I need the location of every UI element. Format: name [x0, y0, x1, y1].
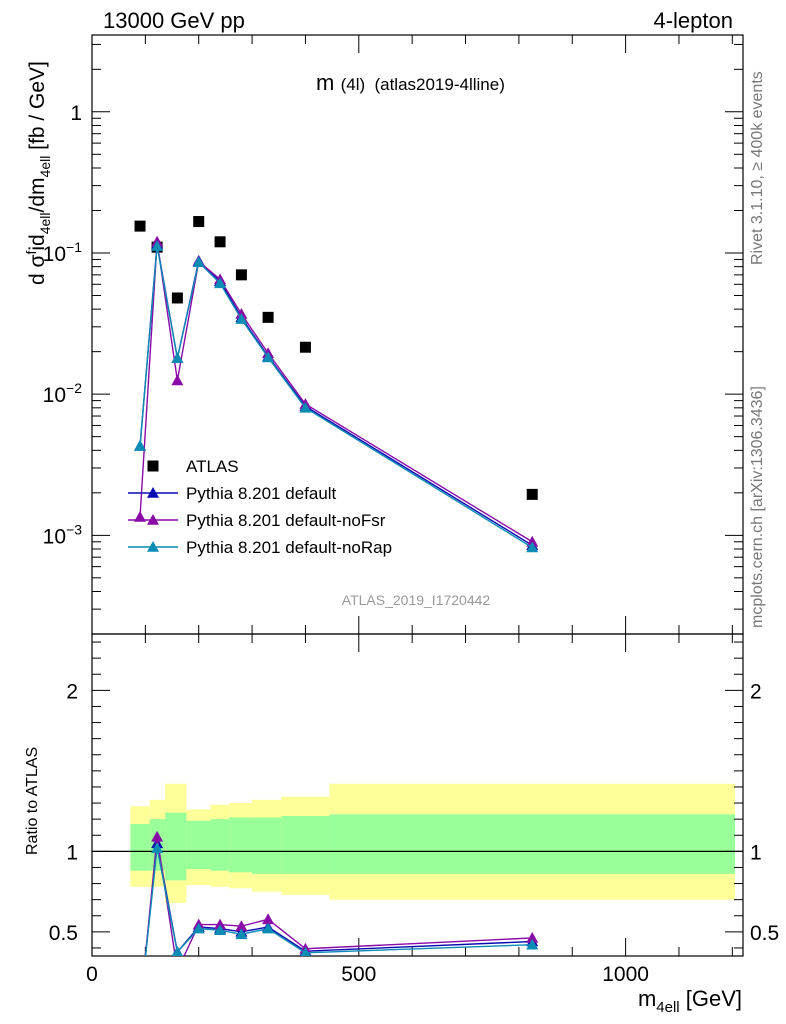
mc-data-point: [151, 240, 164, 251]
mc-data-point: [134, 510, 147, 522]
atlas-data-point: [214, 236, 226, 248]
mc-data-point: [262, 351, 275, 363]
ratio-y-tick-label-right: 1: [750, 841, 762, 864]
legend-label: Pythia 8.201 default-noFsr: [186, 511, 386, 530]
main-y-tick-label: 10−3: [43, 521, 83, 548]
ratio-y-tick-label-right: 2: [750, 680, 762, 703]
mc-data-point: [299, 401, 312, 413]
mc-data-point: [526, 541, 539, 553]
analysis-id: ATLAS_2019_I1720442: [342, 592, 491, 608]
ratio-data-point: [262, 913, 275, 925]
plot-title-rest: (atlas2019-4lline): [374, 75, 504, 94]
main-y-tick-label: 1: [70, 102, 82, 125]
atlas-data-point: [134, 220, 146, 232]
ratio-data-point: [214, 918, 227, 930]
atlas-data-point: [262, 311, 274, 323]
ratio-y-tick-label-left: 2: [66, 680, 78, 703]
mc-data-point: [171, 352, 184, 363]
mc-data-point: [171, 374, 184, 386]
axis-tick-labels: 10−3 10−2 10−1 1 0.5 0.5 1 1 2 2 0 500 1000: [43, 102, 780, 986]
ratio-inner-band: [252, 817, 282, 874]
x-tick-label: 0: [86, 963, 98, 986]
main-y-axis-title: d σfid4ell/dm4ell [fb / GeV]: [23, 61, 53, 285]
atlas-data-point: [299, 341, 311, 353]
main-y-tick-label: 10−2: [43, 380, 83, 407]
mc-data-point: [526, 535, 539, 547]
atlas-data-point: [235, 269, 247, 281]
ratio-inner-band: [186, 820, 211, 870]
mcplots-citation-label: mcplots.cern.ch [arXiv:1306.3436]: [749, 386, 766, 628]
ratio-y-tick-label-left: 0.5: [49, 922, 78, 945]
ratio-y-axis-title: Ratio to ATLAS: [24, 747, 41, 855]
ratio-y-tick-label-right: 0.5: [750, 922, 779, 945]
legend-marker-atlas: [147, 460, 159, 472]
ratio-inner-band: [229, 817, 253, 873]
ratio-data-point: [235, 920, 248, 932]
legend-label: ATLAS: [186, 457, 239, 476]
ratio-data-point: [526, 931, 539, 943]
header-channel-label: 4-lepton: [653, 8, 733, 33]
ratio-data-point: [235, 928, 248, 940]
ratio-inner-band: [130, 823, 150, 871]
ratio-plot-series: [144, 830, 539, 956]
atlas-data-point: [193, 216, 205, 228]
legend-label: Pythia 8.201 default-noRap: [186, 538, 392, 557]
ratio-data-point: [171, 945, 183, 956]
x-tick-label: 500: [341, 963, 376, 986]
mc-data-point: [235, 313, 248, 324]
legend-label: Pythia 8.201 default: [186, 484, 337, 503]
main-plot-series: [134, 216, 539, 553]
atlas-data-point: [171, 292, 183, 304]
legend: ATLAS Pythia 8.201 default Pythia 8.201 de…: [128, 457, 392, 557]
ratio-data-point: [214, 924, 227, 936]
ratio-data-point: [526, 938, 539, 950]
header-energy-label: 13000 GeV pp: [103, 8, 245, 33]
ratio-data-point: [192, 922, 205, 934]
legend-marker-mc: [147, 541, 159, 552]
rivet-version-label: Rivet 3.1.10, ≥ 400k events: [749, 71, 766, 265]
ratio-data-point: [262, 922, 275, 934]
ratio-data-point: [151, 842, 164, 853]
ratio-plot-frame: [91, 633, 744, 957]
ratio-data-point: [151, 830, 164, 842]
legend-marker-mc: [147, 487, 159, 498]
x-tick-label: 1000: [602, 963, 649, 986]
atlas-data-point: [526, 488, 538, 500]
plot-title: m (4l) (atlas2019-4lline): [316, 70, 505, 95]
ratio-series-group: [144, 830, 539, 956]
ratio-uncertainty-bands: [92, 783, 743, 903]
mc-data-point: [134, 439, 147, 451]
x-axis-title: m4ell [GeV]: [638, 986, 742, 1016]
mc-data-point: [192, 256, 205, 268]
ratio-inner-band: [210, 819, 230, 871]
plot-title-paren: (4l): [341, 75, 366, 94]
main-y-tick-label: 10−1: [43, 239, 83, 266]
mc-data-point: [214, 277, 227, 289]
ratio-inner-band: [281, 815, 330, 874]
plot-title-main: m: [316, 70, 334, 95]
ratio-inner-band: [165, 812, 187, 881]
axis-ticks: [91, 35, 743, 956]
ratio-inner-band: [329, 814, 735, 874]
ratio-y-tick-label-left: 1: [66, 841, 78, 864]
ratio-data-point: [300, 946, 311, 956]
legend-marker-mc: [147, 514, 159, 525]
